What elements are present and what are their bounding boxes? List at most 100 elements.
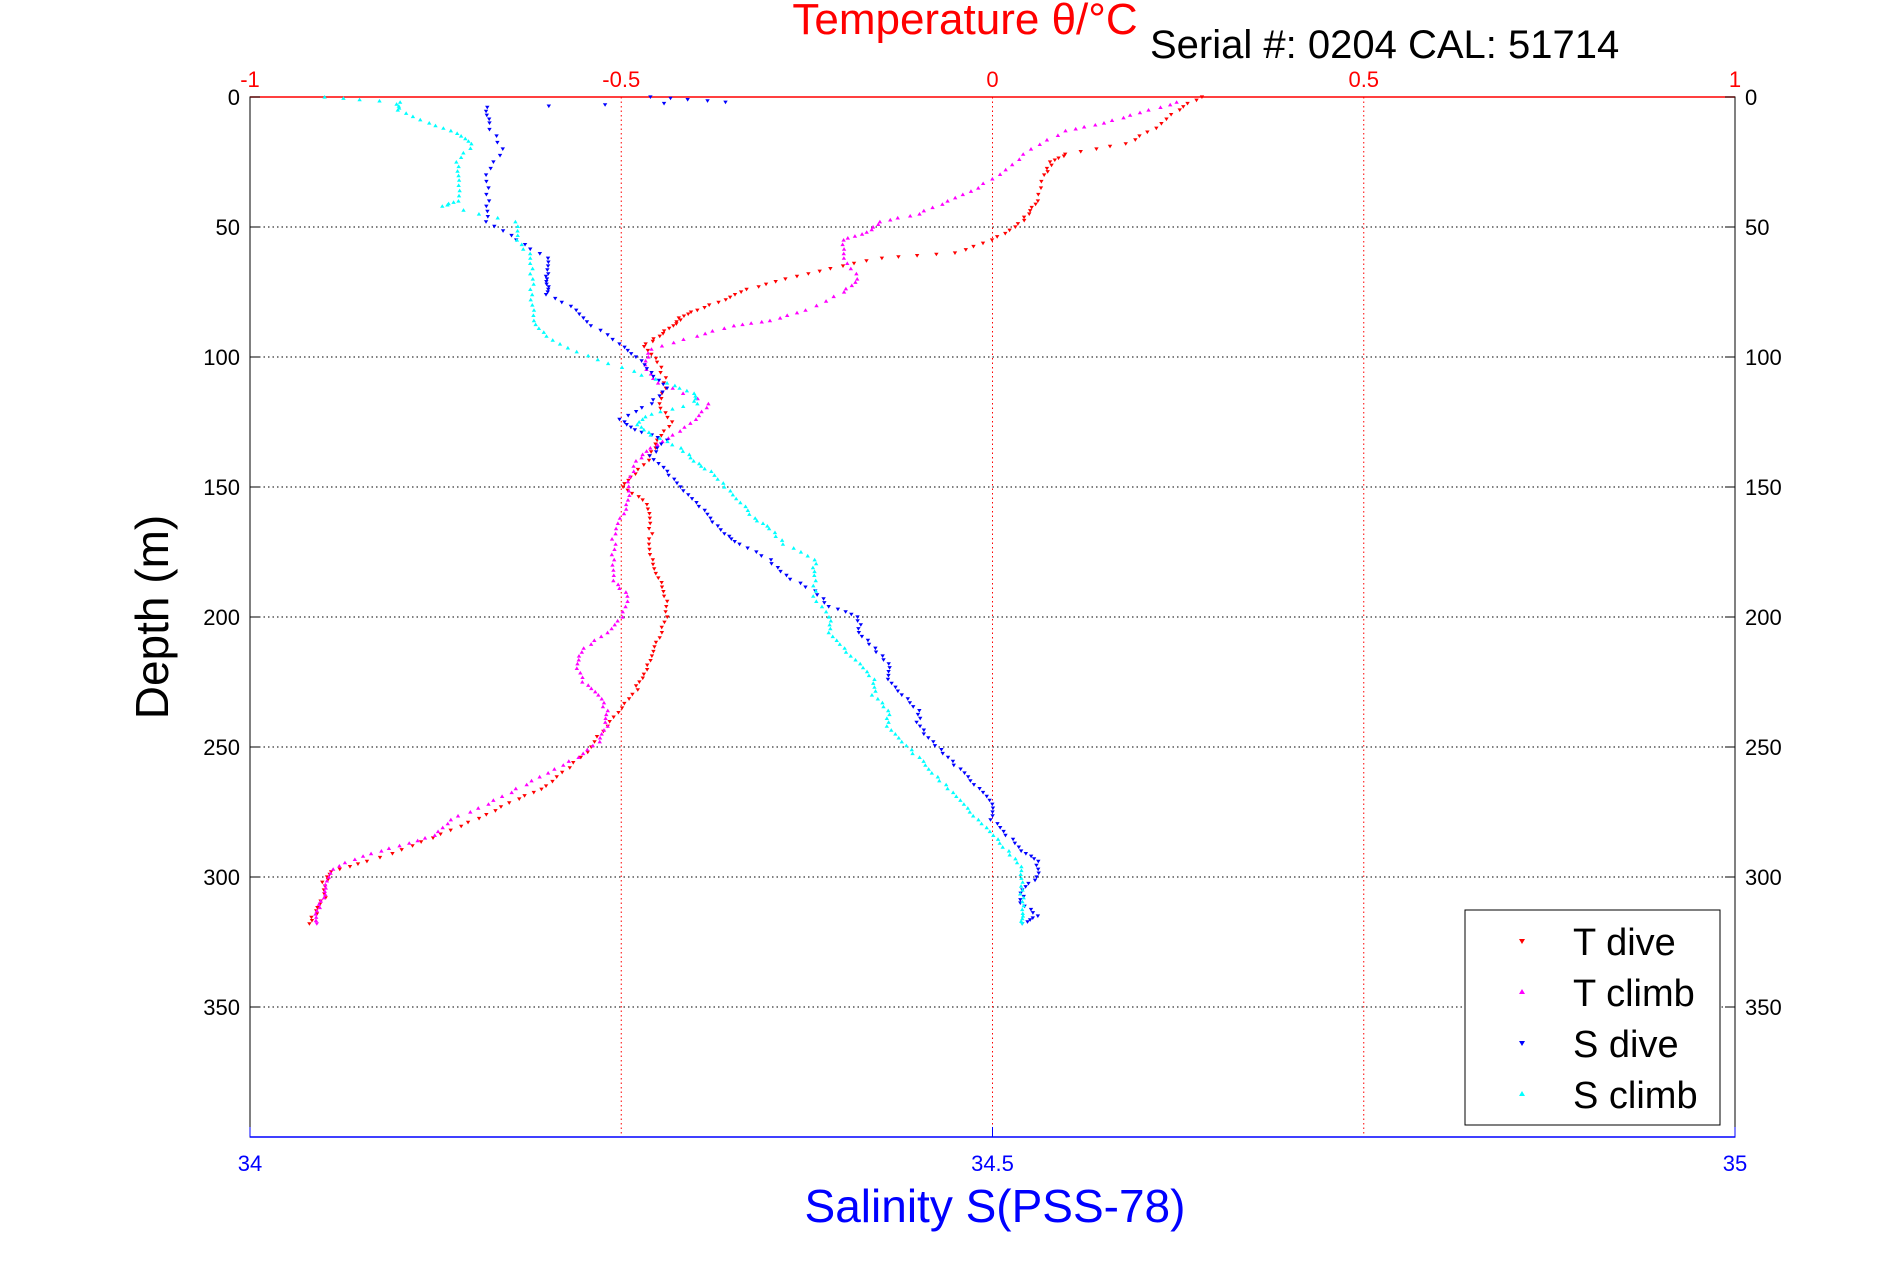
data-point: [476, 816, 482, 821]
data-point: [840, 264, 846, 268]
legend-marker: [1519, 1091, 1525, 1096]
data-point: [855, 277, 860, 281]
data-point: [484, 113, 490, 118]
data-point: [550, 338, 555, 342]
data-point: [600, 704, 606, 709]
data-point: [445, 821, 450, 826]
data-point: [337, 867, 342, 872]
data-point: [905, 697, 911, 701]
data-point: [325, 878, 331, 882]
data-point: [595, 357, 601, 362]
data-point: [469, 141, 474, 146]
depth-axis-label: Depth (m): [126, 515, 178, 719]
data-point: [605, 630, 610, 635]
data-point: [620, 609, 625, 614]
data-point: [1137, 134, 1142, 138]
data-point: [663, 411, 668, 415]
data-point: [313, 918, 319, 923]
data-point: [693, 396, 698, 401]
data-point: [1013, 225, 1018, 229]
data-point: [794, 274, 800, 279]
data-point: [672, 477, 677, 482]
data-point: [823, 609, 829, 614]
data-point: [699, 409, 704, 414]
data-point: [645, 507, 651, 512]
data-point: [1001, 829, 1006, 834]
data-point: [1030, 911, 1036, 915]
data-point: [911, 705, 916, 709]
data-point: [990, 810, 995, 814]
data-point: [625, 498, 631, 502]
data-point: [1035, 914, 1041, 918]
data-point: [544, 280, 549, 284]
data-point: [659, 397, 664, 401]
data-point: [463, 136, 468, 141]
data-point: [418, 117, 423, 122]
data-point: [640, 498, 645, 502]
legend-label: T dive: [1573, 922, 1676, 964]
data-point: [615, 582, 621, 587]
data-point: [650, 398, 656, 402]
data-point: [448, 817, 454, 822]
data-point: [988, 818, 993, 822]
data-point: [500, 229, 506, 233]
data-point: [456, 173, 461, 178]
data-point: [659, 442, 664, 447]
data-point: [665, 615, 670, 619]
data-point: [1029, 205, 1034, 210]
data-point: [415, 838, 420, 843]
data-point: [1049, 163, 1054, 168]
data-point: [990, 814, 995, 818]
data-point: [1036, 859, 1041, 864]
legend-marker: [1519, 1041, 1525, 1046]
data-point: [396, 104, 401, 108]
data-point: [448, 828, 453, 833]
data-point: [639, 455, 644, 460]
data-point: [819, 604, 825, 609]
data-point: [765, 524, 770, 528]
depth-tick-label-right: 0: [1745, 85, 1757, 110]
data-point: [691, 399, 697, 403]
data-point: [323, 882, 328, 887]
data-point: [448, 128, 454, 133]
data-point: [841, 290, 847, 294]
data-point: [1078, 150, 1083, 154]
data-point: [649, 654, 655, 658]
data-point: [1199, 95, 1205, 99]
data-point: [645, 351, 651, 355]
data-point: [1009, 162, 1015, 167]
data-point: [632, 369, 637, 373]
data-point: [617, 417, 622, 422]
data-point: [722, 532, 727, 536]
data-point: [1174, 100, 1179, 104]
data-point: [603, 716, 608, 720]
data-point: [722, 485, 727, 489]
data-point: [628, 352, 634, 356]
data-point: [1177, 108, 1182, 112]
data-point: [856, 631, 862, 635]
data-point: [653, 450, 659, 454]
data-point: [445, 202, 450, 207]
data-point: [635, 422, 640, 427]
data-point: [646, 542, 652, 547]
data-point: [680, 391, 686, 395]
data-point: [531, 790, 536, 795]
data-point: [841, 256, 847, 260]
data-point: [866, 642, 872, 647]
data-point: [307, 922, 312, 926]
data-point: [784, 573, 789, 578]
data-point: [841, 251, 846, 256]
data-point: [454, 131, 460, 135]
data-point: [885, 708, 891, 713]
data-point: [528, 256, 533, 260]
data-point: [484, 179, 489, 184]
data-point: [377, 98, 382, 103]
data-point: [528, 287, 533, 291]
data-point: [521, 247, 526, 251]
data-point: [494, 134, 499, 138]
data-point: [979, 821, 984, 826]
data-point: [845, 236, 851, 240]
data-point: [633, 355, 639, 359]
data-point: [834, 638, 839, 642]
data-point: [873, 689, 878, 693]
